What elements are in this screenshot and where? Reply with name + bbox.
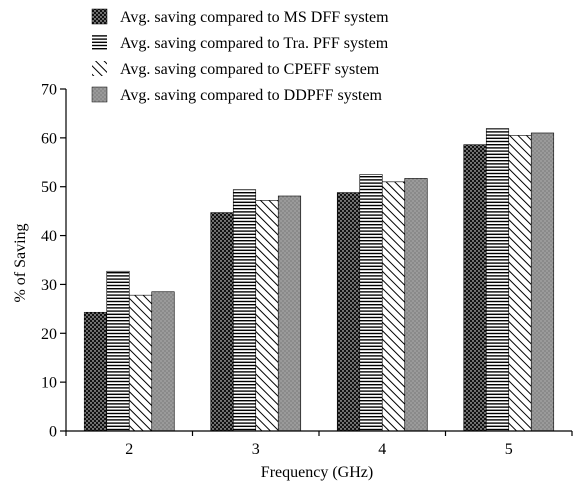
y-tick-label: 50	[41, 179, 57, 196]
legend-label: Avg. saving compared to MS DFF system	[120, 9, 389, 26]
y-tick-label: 70	[41, 82, 57, 99]
y-tick-label: 20	[41, 326, 57, 343]
x-tick-label: 5	[505, 441, 513, 458]
y-tick-label: 30	[41, 277, 57, 294]
bar-2-3	[232, 189, 257, 432]
y-tick-label: 0	[49, 424, 57, 441]
bar-3-3	[255, 200, 279, 432]
bar-4-3	[277, 195, 302, 432]
bar-2-4	[359, 174, 383, 432]
legend-swatch	[91, 8, 108, 25]
y-axis-label: % of Saving	[12, 223, 29, 302]
bar-1-2	[83, 311, 108, 432]
bar-1-5	[463, 144, 487, 432]
y-tick-label: 40	[41, 228, 57, 245]
legend-label: Avg. saving compared to DDPFF system	[120, 87, 382, 104]
bar-3-4	[381, 181, 406, 432]
legend-swatch	[92, 35, 107, 50]
x-tick-label: 2	[125, 441, 133, 458]
legend-label: Avg. saving compared to Tra. PFF system	[120, 35, 389, 52]
legend-swatch	[91, 86, 108, 103]
y-tick-label: 10	[41, 375, 57, 392]
x-axis-label: Frequency (GHz)	[261, 464, 373, 481]
bar-1-4	[336, 192, 361, 432]
y-tick-label: 60	[41, 130, 57, 147]
legend: Avg. saving compared to MS DFF system Avg…	[91, 8, 389, 104]
x-tick-label: 4	[378, 441, 386, 458]
bar-4-2	[151, 291, 175, 432]
bar-2-2	[106, 270, 130, 432]
x-ticks: 2 3 4 5	[65, 431, 573, 458]
legend-swatch	[92, 61, 107, 76]
x-tick-label: 3	[252, 441, 260, 458]
bar-4-4	[404, 178, 428, 432]
bar-1-3	[210, 212, 234, 432]
bars-group	[83, 128, 555, 432]
bar-3-5	[508, 135, 532, 432]
bar-3-2	[128, 294, 153, 432]
y-ticks: 0 10 20 30 40 50 60 70	[41, 82, 66, 441]
bar-2-5	[485, 128, 510, 432]
bar-4-5	[530, 132, 555, 432]
legend-label: Avg. saving compared to CPEFF system	[120, 61, 380, 78]
